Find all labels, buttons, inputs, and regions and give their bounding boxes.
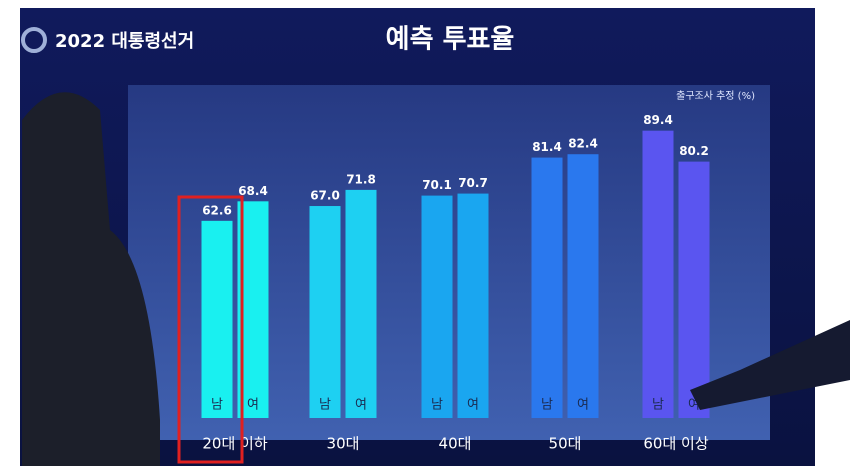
bar <box>531 157 563 419</box>
x-tick-label: 20대 이하 <box>202 435 267 453</box>
bar <box>309 206 341 418</box>
value-label: 80.2 <box>679 144 709 158</box>
value-label: 81.4 <box>532 140 562 154</box>
presenter-arm <box>690 320 850 410</box>
bar <box>201 220 233 418</box>
value-label: 70.7 <box>458 176 488 190</box>
highlight-box <box>177 195 244 464</box>
x-tick-label: 40대 <box>439 435 472 453</box>
bar <box>678 161 710 418</box>
series-label: 여 <box>577 398 589 413</box>
logo-icon <box>21 27 47 53</box>
series-label: 여 <box>467 398 479 413</box>
series-label: 남 <box>431 398 443 413</box>
header: 2022 대통령선거 <box>55 31 194 52</box>
series-label: 남 <box>541 398 553 413</box>
series-label: 남 <box>319 398 331 413</box>
x-tick-label: 30대 <box>327 435 360 453</box>
bar <box>567 154 599 418</box>
value-label: 71.8 <box>346 172 376 186</box>
value-label: 89.4 <box>643 113 673 127</box>
series-label: 남 <box>211 398 223 413</box>
note: 출구조사 추정 (%) <box>676 90 755 102</box>
x-tick-label: 60대 이상 <box>643 435 708 453</box>
series-label: 남 <box>652 398 664 413</box>
chart-title: 예측 투표율 <box>386 25 515 55</box>
value-label: 67.0 <box>310 189 340 203</box>
presenter <box>22 92 160 466</box>
bar <box>345 189 377 418</box>
series-label: 여 <box>355 398 367 413</box>
series-label: 여 <box>688 398 700 413</box>
bar <box>421 195 453 418</box>
value-label: 68.4 <box>238 184 268 198</box>
bar <box>457 193 489 418</box>
series-label: 여 <box>247 398 259 413</box>
x-tick-label: 50대 <box>549 435 582 453</box>
value-label: 70.1 <box>422 178 452 192</box>
bar <box>642 130 674 418</box>
value-label: 62.6 <box>202 203 232 217</box>
value-label: 82.4 <box>568 137 598 151</box>
